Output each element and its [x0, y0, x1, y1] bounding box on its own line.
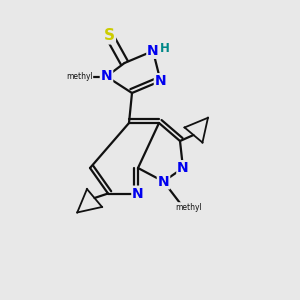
Text: N: N [147, 44, 159, 58]
Text: N: N [158, 175, 169, 188]
Text: methyl: methyl [176, 202, 203, 211]
Text: N: N [101, 70, 112, 83]
Text: N: N [132, 187, 144, 200]
Text: N: N [177, 161, 189, 175]
Text: H: H [160, 41, 169, 55]
Text: methyl: methyl [66, 72, 93, 81]
Text: N: N [155, 74, 166, 88]
Text: S: S [104, 28, 115, 44]
